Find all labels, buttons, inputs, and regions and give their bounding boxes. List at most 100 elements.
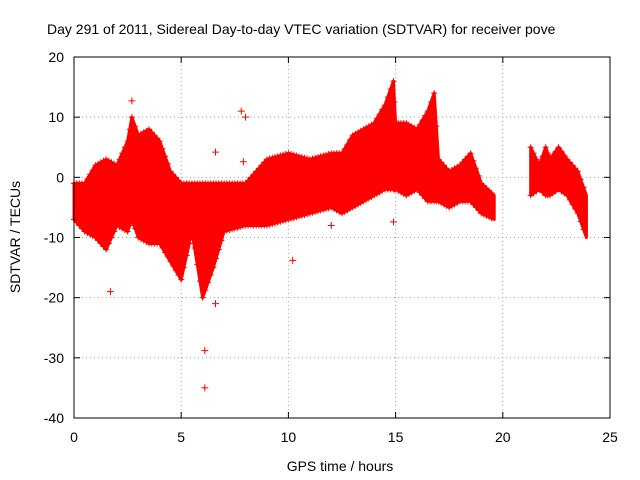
data-point-marker: [132, 123, 139, 130]
data-point-marker: [376, 111, 383, 118]
data-point-marker: [390, 78, 397, 85]
outlier-point: [289, 256, 297, 264]
data-point-marker: [572, 205, 579, 212]
data-point-marker: [124, 228, 131, 235]
data-point-marker: [223, 227, 230, 234]
data-point-marker: [277, 152, 284, 159]
data-point-marker: [126, 126, 133, 133]
data-point-marker: [186, 240, 193, 247]
data-point-marker: [317, 153, 324, 160]
data-point-marker: [175, 272, 182, 279]
data-point-marker: [277, 218, 284, 225]
data-point-marker: [561, 152, 568, 159]
data-point-marker: [172, 267, 179, 274]
data-point-marker: [536, 162, 543, 169]
data-point-marker: [536, 186, 543, 193]
data-point-marker: [229, 226, 236, 233]
data-point-marker: [113, 162, 120, 169]
data-point-marker: [371, 120, 378, 127]
data-point-marker: [298, 212, 305, 219]
data-point-marker: [156, 240, 163, 247]
data-point-marker: [164, 160, 171, 167]
data-point-marker: [79, 225, 86, 232]
data-point-marker: [282, 151, 289, 158]
outlier-point: [327, 221, 335, 229]
data-point-marker: [162, 249, 169, 256]
data-point-marker: [480, 211, 487, 218]
data-point-marker: [566, 196, 573, 203]
data-point-marker: [486, 214, 493, 221]
data-point-marker: [478, 210, 485, 217]
outlier-point: [201, 347, 209, 355]
data-point-marker: [274, 219, 281, 226]
data-point-marker: [325, 205, 332, 212]
data-point-marker: [542, 144, 549, 151]
data-point-marker: [159, 145, 166, 152]
data-point-marker: [234, 224, 241, 231]
data-point-marker: [431, 90, 438, 97]
data-point-marker: [178, 276, 185, 283]
data-point-marker: [309, 209, 316, 216]
chart-title: Day 291 of 2011, Sidereal Day-to-day VTE…: [47, 21, 556, 37]
data-point-marker: [312, 208, 319, 215]
data-point-marker: [416, 189, 423, 196]
data-point-marker: [205, 279, 211, 286]
data-point-marker: [325, 151, 332, 158]
data-point-marker: [475, 207, 482, 214]
data-point-marker: [199, 294, 206, 301]
outlier-point: [237, 107, 245, 115]
data-point-marker: [84, 175, 91, 182]
data-point-marker: [285, 216, 292, 223]
data-point-marker: [539, 189, 546, 196]
y-tick-label: -20: [44, 290, 64, 306]
data-point-marker: [419, 192, 426, 199]
data-point-marker: [435, 156, 442, 163]
data-point-marker: [564, 156, 571, 163]
data-point-marker: [290, 151, 297, 158]
data-point-marker: [188, 228, 195, 235]
data-point-marker: [194, 261, 201, 268]
data-point-marker: [221, 228, 228, 235]
data-point-marker: [467, 198, 474, 205]
data-point-marker: [530, 150, 537, 157]
data-point-marker: [258, 162, 265, 169]
data-point-marker: [245, 177, 252, 184]
data-point-marker: [577, 218, 584, 225]
x-tick-label: 20: [495, 429, 511, 445]
data-point-marker: [148, 129, 155, 136]
x-tick-label: 0: [70, 429, 78, 445]
data-point-marker: [462, 156, 469, 163]
data-point-marker: [215, 246, 222, 253]
data-point-marker: [552, 148, 559, 155]
data-point-marker: [438, 159, 445, 166]
y-tick-labels: -40 -30 -20 -10 0 10 20: [44, 49, 64, 426]
outlier-point: [242, 113, 250, 121]
data-point-marker: [162, 153, 169, 160]
data-point-marker: [280, 217, 287, 224]
data-point-marker: [320, 206, 327, 213]
data-point-marker: [488, 215, 495, 222]
data-point-marker: [73, 219, 80, 226]
data-point-marker: [269, 220, 276, 227]
y-tick-label: -40: [44, 410, 64, 426]
data-point-marker: [121, 144, 128, 151]
data-point-marker: [164, 254, 171, 261]
data-point-marker: [314, 208, 321, 215]
data-point-marker: [549, 152, 556, 159]
data-point-marker: [384, 94, 391, 101]
data-point-marker: [210, 264, 217, 271]
data-point-marker: [527, 144, 534, 151]
data-point-marker: [467, 150, 474, 157]
data-point-marker: [116, 156, 123, 163]
data-point-marker: [111, 228, 118, 235]
y-tick-label: 20: [48, 49, 64, 65]
data-point-marker: [414, 186, 421, 193]
data-point-marker: [274, 153, 281, 160]
data-point-marker: [296, 153, 303, 160]
data-point-marker: [239, 223, 246, 230]
data-point-marker: [539, 153, 546, 160]
data-point-marker: [574, 210, 581, 217]
data-point-marker: [306, 156, 313, 163]
y-tick-label: -10: [44, 230, 64, 246]
